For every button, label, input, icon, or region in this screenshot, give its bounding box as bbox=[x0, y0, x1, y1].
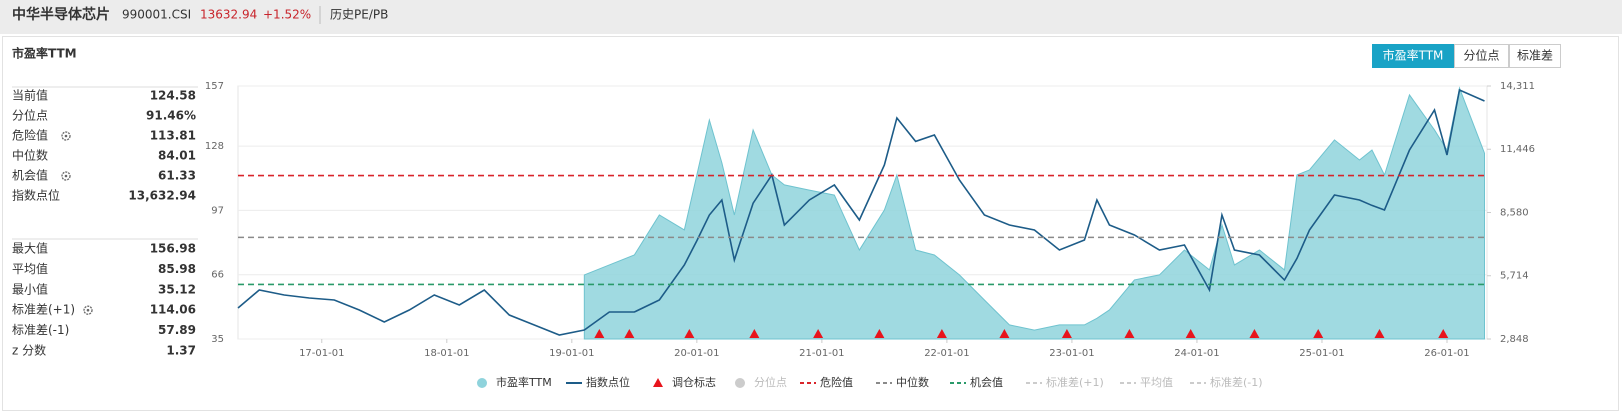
panel-title: 市盈率TTM bbox=[12, 46, 77, 61]
y2-tick-label: 14,311 bbox=[1500, 81, 1535, 92]
header-link[interactable]: 历史PE/PB bbox=[330, 8, 388, 22]
rebalance-marker bbox=[1124, 329, 1135, 338]
legend-label[interactable]: 调仓标志 bbox=[672, 375, 716, 389]
stat-value: 85.98 bbox=[158, 262, 196, 276]
stat-value: 91.46% bbox=[146, 109, 196, 123]
tab[interactable] bbox=[1454, 44, 1509, 68]
legend-label[interactable]: 危险值 bbox=[820, 375, 853, 389]
legend-label[interactable]: 中位数 bbox=[896, 375, 929, 389]
stat-value: 57.89 bbox=[158, 323, 196, 337]
legend-label[interactable]: 标准差(-1) bbox=[1210, 375, 1263, 389]
stat-label: 当前值 bbox=[12, 88, 48, 103]
y2-tick-label: 11,446 bbox=[1500, 144, 1535, 155]
stat-value: 13,632.94 bbox=[128, 189, 196, 203]
stat-label: 危险值 bbox=[12, 128, 48, 143]
y-tick-label: 97 bbox=[211, 205, 224, 216]
gear-icon[interactable] bbox=[61, 131, 71, 141]
legend-label[interactable]: 平均值 bbox=[1140, 376, 1173, 389]
rebalance-marker bbox=[684, 329, 695, 338]
gear-icon-center bbox=[64, 174, 68, 178]
rebalance-marker bbox=[1185, 329, 1196, 338]
index-line bbox=[237, 88, 1485, 336]
gear-icon[interactable] bbox=[83, 305, 93, 315]
stat-label: 分位点 bbox=[12, 108, 48, 123]
y2-tick-label: 2,848 bbox=[1500, 334, 1529, 345]
legend-label[interactable]: 指数点位 bbox=[586, 375, 630, 389]
stat-label: 标准差(+1) bbox=[12, 303, 75, 317]
x-tick-label: 17-01-01 bbox=[299, 348, 344, 359]
x-tick-label: 25-01-01 bbox=[1299, 348, 1344, 359]
rebalance-marker bbox=[1061, 329, 1072, 338]
stat-value: 113.81 bbox=[150, 129, 196, 143]
tab-label[interactable]: 分位点 bbox=[1463, 48, 1499, 63]
stat-value: 114.06 bbox=[150, 303, 196, 317]
x-tick-label: 19-01-01 bbox=[549, 348, 594, 359]
legend-swatch[interactable] bbox=[735, 378, 745, 388]
y2-tick-label: 5,714 bbox=[1500, 271, 1529, 282]
legend-swatch[interactable] bbox=[653, 378, 663, 387]
legend-swatch[interactable] bbox=[477, 378, 487, 388]
stat-value: 61.33 bbox=[158, 169, 196, 183]
rebalance-marker bbox=[594, 329, 605, 338]
x-tick-label: 22-01-01 bbox=[924, 348, 969, 359]
rebalance-marker bbox=[936, 329, 947, 338]
y-tick-label: 35 bbox=[211, 334, 224, 345]
stat-value: 124.58 bbox=[150, 89, 196, 103]
stat-value: 84.01 bbox=[158, 149, 196, 163]
header-title: 中华半导体芯片 bbox=[12, 6, 110, 23]
rebalance-marker bbox=[749, 329, 760, 338]
legend-label[interactable]: 市盈率TTM bbox=[496, 375, 552, 389]
header-code: 990001.CSI bbox=[122, 8, 191, 22]
rebalance-marker bbox=[1313, 329, 1324, 338]
gear-icon-center bbox=[86, 308, 90, 312]
rebalance-marker bbox=[874, 329, 885, 338]
y-tick-label: 157 bbox=[205, 81, 224, 92]
stat-label: 机会值 bbox=[12, 168, 48, 183]
gear-icon-center bbox=[64, 134, 68, 138]
stat-label: 标准差(-1) bbox=[12, 323, 69, 337]
rebalance-marker bbox=[999, 329, 1010, 338]
legend-label[interactable]: 机会值 bbox=[970, 375, 1003, 389]
stat-label: 最小值 bbox=[12, 281, 48, 296]
header-price: 13632.94 bbox=[200, 8, 257, 22]
y-tick-label: 66 bbox=[211, 270, 224, 281]
stat-value: 35.12 bbox=[158, 282, 196, 296]
rebalance-marker bbox=[624, 329, 635, 338]
rebalance-marker bbox=[1249, 329, 1260, 338]
stat-label: 中位数 bbox=[12, 148, 48, 163]
x-tick-label: 23-01-01 bbox=[1049, 348, 1094, 359]
gear-icon[interactable] bbox=[61, 171, 71, 181]
header-bar bbox=[0, 0, 1622, 34]
tab[interactable] bbox=[1372, 44, 1454, 68]
tab-label[interactable]: 市盈率TTM bbox=[1383, 48, 1444, 63]
y2-tick-label: 8,580 bbox=[1500, 207, 1529, 218]
stat-label: 指数点位 bbox=[12, 188, 60, 203]
stat-value: 156.98 bbox=[150, 242, 196, 256]
header-change: +1.52% bbox=[263, 8, 311, 22]
x-tick-label: 26-01-01 bbox=[1424, 348, 1469, 359]
x-tick-label: 20-01-01 bbox=[674, 348, 719, 359]
legend-label[interactable]: 分位点 bbox=[754, 375, 787, 389]
stat-value: 1.37 bbox=[166, 344, 196, 358]
rebalance-marker bbox=[1438, 329, 1449, 338]
legend-label[interactable]: 标准差(+1) bbox=[1046, 375, 1104, 389]
stat-label: 平均值 bbox=[12, 261, 48, 276]
pe-area bbox=[583, 86, 1485, 340]
rebalance-marker bbox=[1374, 329, 1385, 338]
tab[interactable] bbox=[1509, 44, 1561, 68]
y-tick-label: 128 bbox=[205, 141, 224, 152]
x-tick-label: 18-01-01 bbox=[424, 348, 469, 359]
stat-label: 最大值 bbox=[12, 241, 48, 256]
stat-label: z 分数 bbox=[12, 343, 46, 358]
x-tick-label: 24-01-01 bbox=[1174, 348, 1219, 359]
rebalance-marker bbox=[813, 329, 824, 338]
x-tick-label: 21-01-01 bbox=[799, 348, 844, 359]
tab-label[interactable]: 标准差 bbox=[1517, 49, 1553, 63]
